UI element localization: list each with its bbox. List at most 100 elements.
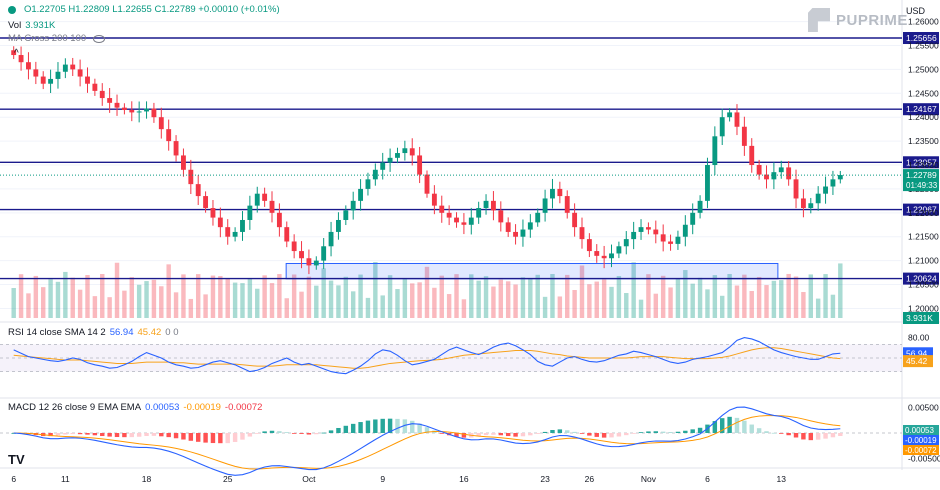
volume-bar [358,274,363,318]
macd-histogram-bar [173,433,179,439]
macd-histogram-bar [550,430,555,433]
volume-bar [439,275,444,318]
time-axis[interactable]: 6 11 18 25 Oct 9 16 23 26 Nov 6 13 [11,474,786,484]
candle-body [313,260,319,266]
macd-histogram-bar [63,433,68,435]
macd-histogram-bar [801,433,806,440]
candle-body [527,222,533,230]
candle-body [616,246,622,254]
macd-badge [903,425,939,435]
volume-bar [756,276,762,318]
volume-bar [107,297,112,318]
macd-histogram-bar [638,432,644,434]
macd-histogram-bar [653,431,659,433]
macd-histogram-bar [520,433,526,437]
candle-body [793,179,799,199]
candle-body [668,241,673,244]
macd-histogram-bar [668,432,673,433]
macd-histogram-bar [85,433,90,435]
macd-histogram-bar [683,430,688,433]
volume-bar [808,274,814,318]
level-badge [903,156,939,169]
macd-histogram-bar [306,433,312,435]
macd-histogram-bar [779,433,784,434]
macd-badge-label: -0.00019 [905,436,937,445]
time-tick-label: 23 [540,474,550,484]
candle-body [269,200,275,213]
macd-histogram-bar [122,433,127,438]
volume-bar [188,298,194,318]
candle-body [542,198,548,213]
macd-histogram-bar [830,433,836,438]
candle-body [461,222,467,225]
macd-histogram-bar [350,423,356,433]
macd-histogram-bar [535,433,540,434]
candle-body [623,239,629,247]
candle-body [417,155,423,175]
volume-bar [247,278,253,318]
candle-body [764,174,769,180]
candle-body [572,212,578,228]
candle-body [756,165,762,175]
rsi-sma-badge [903,355,933,368]
volume-bars [11,262,843,318]
candle-body [48,78,54,84]
consolidation-box[interactable] [285,262,779,280]
rsi-extra: 0 0 [165,327,179,338]
price-tick-label: 1.24500 [908,88,939,98]
macd-histogram-bar [225,433,230,444]
candle-body [372,169,378,180]
rsi-sma-badge-label: 45.42 [906,356,928,366]
rsi-label: RSI 14 close SMA 14 2 [8,327,106,338]
price-axis[interactable]: 1.26000 1.25500 1.25000 1.24500 1.24000 1.235… [903,17,939,324]
volume-bar [321,268,326,318]
volume-bar [638,299,644,318]
candle-body [26,62,31,70]
candle-body [675,236,681,244]
macd-histogram-bar [188,433,194,441]
last-price-badge [903,169,939,192]
macd-histogram-bar [218,433,223,444]
candle-body [815,193,821,204]
volume-bar [520,277,526,318]
macd-histogram-bar [505,433,511,437]
macd-histogram-bar [195,433,201,442]
volume-bar [528,278,533,318]
candle-body [350,200,356,211]
macd-histogram-bar [402,419,408,433]
horizontal-levels[interactable]: 1.25656 1.24167 1.23057 1.22067 1.20624 [0,32,939,285]
volume-bar [461,299,467,318]
candle-body [144,108,149,112]
candle-body [705,165,710,201]
volume-bar [129,277,134,318]
candle-body [240,219,245,232]
candle-body [92,83,98,91]
volume-bar [85,275,90,318]
rsi-badge-label: 56.94 [906,348,928,358]
volume-bar [727,274,732,318]
price-tick-label: 1.21000 [908,256,939,266]
volume-bar [203,294,208,318]
ma-cross-legend[interactable]: MA Cross 200 100 [8,33,106,44]
candle-body [136,111,142,113]
time-tick-label: Oct [302,474,316,484]
macd-histogram-bar [321,432,326,434]
eye-icon[interactable] [93,34,106,43]
currency-label[interactable]: USD [906,6,926,16]
tradingview-logo-icon[interactable]: TV [8,452,25,467]
candle-body [402,148,408,154]
macd-histogram-bar [166,433,171,438]
price-tick-label: 1.22000 [908,208,939,218]
volume-bar [269,283,275,318]
collapse-legend-button[interactable]: ^ [14,48,19,59]
brand-watermark: PUPRIME [808,8,908,32]
macd-histogram-bar [808,433,814,441]
candle-body [395,153,400,158]
candle-body [203,196,209,209]
volume-bar [218,276,223,318]
candle-body [550,188,555,199]
volume-bar [195,274,201,318]
level-label: 1.23057 [906,157,937,167]
